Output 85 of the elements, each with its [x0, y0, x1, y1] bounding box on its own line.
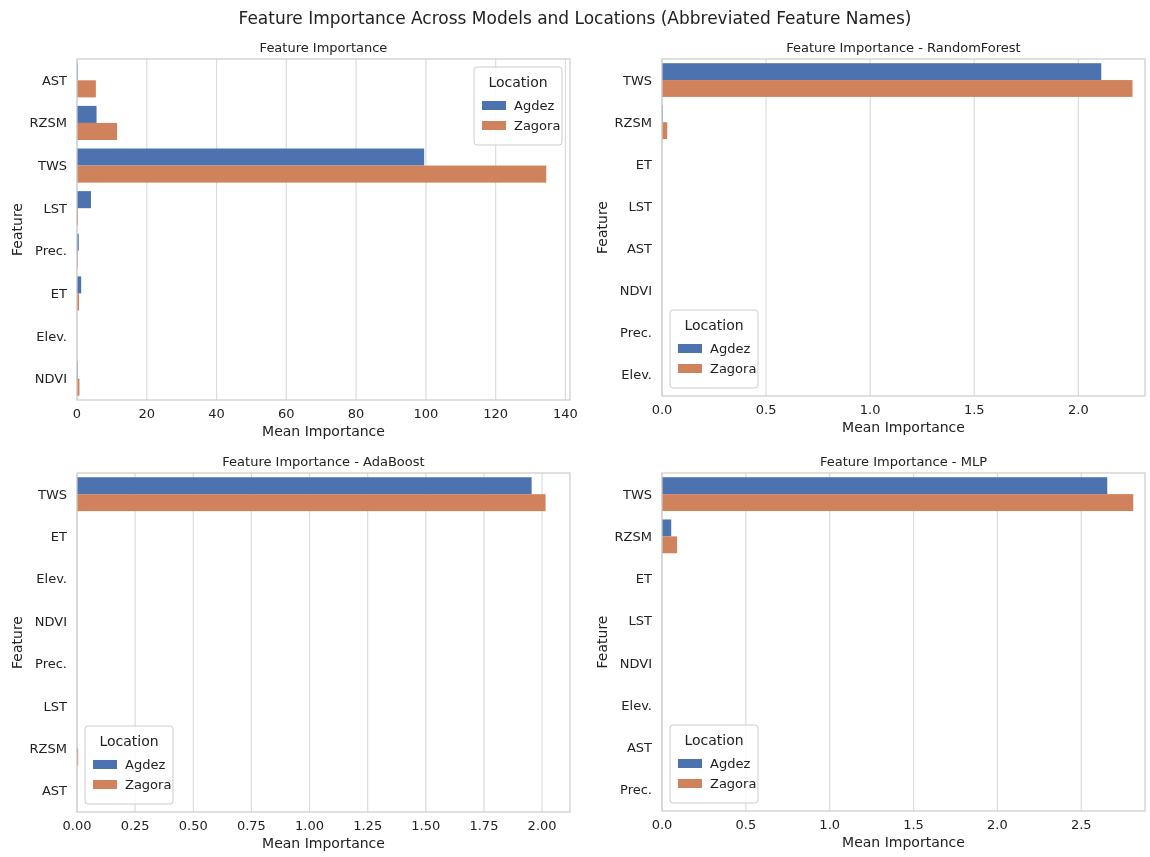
- y-axis-title: Feature: [9, 616, 25, 669]
- x-tick-label: 80: [347, 406, 365, 421]
- y-tick-label: ET: [50, 285, 68, 301]
- y-tick-label: TWS: [621, 72, 652, 88]
- x-tick-label: 2.0: [987, 817, 1008, 832]
- y-tick-label: RZSM: [614, 114, 652, 130]
- y-tick-label: RZSM: [29, 115, 67, 131]
- y-axis-title: Feature: [594, 615, 610, 669]
- x-tick-label: 20: [138, 406, 156, 421]
- x-tick-label: 2.00: [527, 818, 557, 833]
- legend-label: Agdez: [125, 757, 166, 772]
- y-tick-label: LST: [43, 698, 68, 714]
- y-tick-label: Prec.: [620, 782, 652, 798]
- x-tick-label: 0.00: [62, 818, 92, 833]
- chart-title: Feature Importance Across Models and Locations (Abbreviated Feature Names): [238, 8, 912, 28]
- y-tick-label: LST: [43, 200, 68, 216]
- x-tick-label: 0.0: [651, 402, 673, 417]
- legend-title: Location: [684, 317, 744, 333]
- chart-title: Feature Importance - MLP: [819, 454, 988, 469]
- legend-title: Location: [488, 74, 548, 90]
- y-axis-title: Feature: [9, 203, 25, 256]
- chart-title: Feature Importance - RandomForest: [786, 40, 1021, 55]
- y-tick-label: NDVI: [619, 283, 652, 299]
- x-axis-title: Mean Importance: [842, 419, 965, 435]
- legend-label: Agdez: [514, 98, 555, 113]
- x-tick-label: 100: [413, 406, 439, 421]
- legend-title: Location: [99, 733, 159, 749]
- legend-title: Location: [684, 732, 744, 748]
- y-tick-label: NDVI: [34, 371, 67, 387]
- y-tick-label: Prec.: [35, 243, 67, 259]
- x-tick-label: 1.0: [819, 817, 841, 832]
- x-tick-label: 1.00: [295, 818, 325, 833]
- y-tick-label: AST: [626, 241, 653, 257]
- chart-subtitle: Feature Importance: [259, 40, 388, 55]
- x-tick-label: 0.5: [755, 402, 777, 417]
- x-tick-label: 0.75: [236, 818, 266, 833]
- x-tick-label: 60: [278, 406, 295, 421]
- legend-label: Zagora: [514, 118, 561, 133]
- x-tick-label: 40: [208, 406, 225, 421]
- x-tick-label: 1.0: [859, 402, 881, 417]
- y-tick-label: ET: [635, 571, 653, 587]
- y-axis-title: Feature: [594, 201, 610, 254]
- y-tick-label: RZSM: [29, 740, 67, 756]
- legend-label: Agdez: [710, 341, 751, 356]
- y-tick-label: LST: [628, 198, 653, 214]
- x-tick-label: 0.5: [735, 817, 757, 832]
- x-tick-label: 2.5: [1070, 817, 1092, 832]
- y-tick-label: Elev.: [36, 571, 67, 587]
- x-tick-label: 1.25: [353, 818, 383, 833]
- y-tick-label: AST: [41, 783, 68, 799]
- y-tick-label: Elev.: [36, 328, 67, 344]
- x-axis-title: Mean Importance: [262, 423, 385, 439]
- x-tick-label: 120: [483, 406, 509, 421]
- y-tick-label: TWS: [36, 486, 67, 502]
- legend-label: Zagora: [710, 361, 757, 376]
- chart-title: Feature Importance - AdaBoost: [222, 454, 425, 469]
- x-tick-label: 1.75: [469, 818, 499, 833]
- x-axis-title: Mean Importance: [842, 834, 965, 850]
- y-tick-label: NDVI: [619, 655, 652, 671]
- x-tick-label: 1.5: [963, 402, 985, 417]
- y-tick-label: TWS: [621, 486, 652, 502]
- x-tick-label: 0.50: [178, 818, 208, 833]
- x-tick-label: 0.25: [120, 818, 150, 833]
- x-axis-title: Mean Importance: [262, 835, 385, 851]
- y-tick-label: Elev.: [621, 367, 652, 383]
- legend-label: Zagora: [710, 776, 757, 791]
- y-tick-label: RZSM: [614, 528, 652, 544]
- y-tick-label: ET: [635, 156, 653, 172]
- y-tick-label: Elev.: [621, 697, 652, 713]
- y-tick-label: Prec.: [35, 656, 67, 672]
- y-tick-label: TWS: [36, 158, 67, 174]
- x-tick-label: 140: [553, 406, 578, 421]
- legend-label: Agdez: [710, 756, 751, 771]
- y-tick-label: NDVI: [34, 613, 67, 629]
- y-tick-label: Prec.: [620, 325, 652, 341]
- x-tick-label: 0.0: [651, 817, 673, 832]
- x-tick-label: 0: [72, 406, 82, 421]
- y-tick-label: ET: [50, 529, 68, 545]
- y-tick-label: LST: [628, 613, 653, 629]
- x-tick-label: 2.0: [1068, 402, 1089, 417]
- y-tick-label: AST: [41, 72, 68, 88]
- x-tick-label: 1.5: [903, 817, 924, 832]
- y-tick-label: AST: [626, 740, 653, 756]
- legend-label: Zagora: [125, 777, 172, 792]
- x-tick-label: 1.50: [411, 818, 441, 833]
